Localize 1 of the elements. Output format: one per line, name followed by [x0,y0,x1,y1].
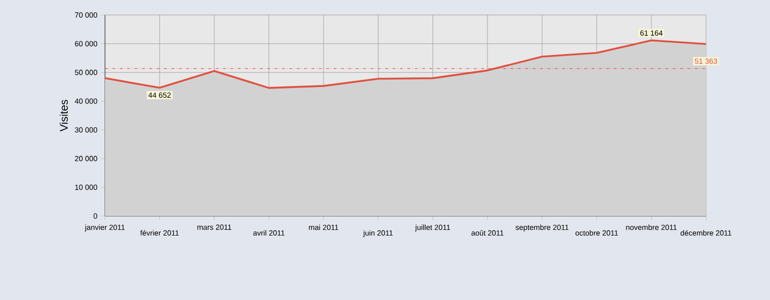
y-axis-title: Visites [60,100,68,132]
